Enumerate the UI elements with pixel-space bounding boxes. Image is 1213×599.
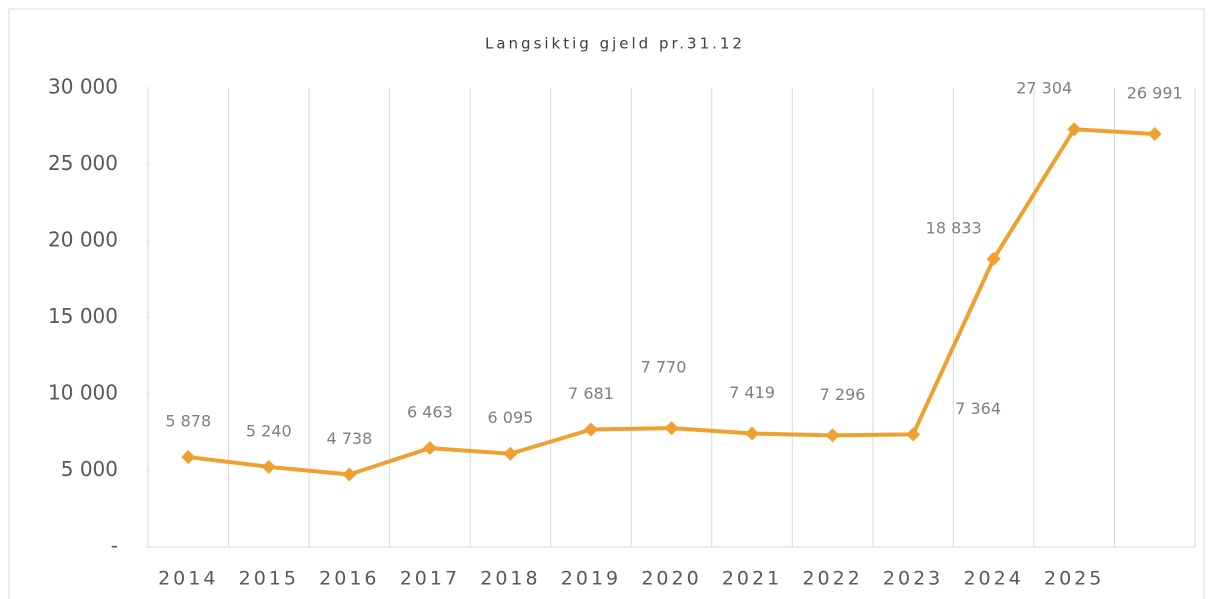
y-tick-label: 20 000 — [48, 228, 118, 252]
marker — [1147, 127, 1162, 142]
x-tick-label: 2024 — [963, 568, 1023, 590]
data-label: 5 878 — [165, 412, 211, 431]
chart-title: Langsiktig gjeld pr.31.12 — [485, 35, 745, 53]
data-label: 7 364 — [955, 399, 1001, 418]
marker — [342, 467, 357, 482]
x-tick-label: 2025 — [1044, 568, 1104, 590]
x-tick-label: 2018 — [480, 568, 540, 590]
y-tick-label: 25 000 — [48, 151, 118, 175]
x-tick-label: 2023 — [883, 568, 943, 590]
data-label: 7 296 — [820, 385, 866, 404]
y-tick-label: 30 000 — [48, 75, 118, 99]
x-tick-label: 2015 — [239, 568, 299, 590]
marker — [1067, 122, 1082, 137]
marker — [986, 251, 1001, 266]
x-tick-label: 2019 — [561, 568, 621, 590]
x-tick-label: 2022 — [802, 568, 862, 590]
marker — [261, 459, 276, 474]
marker — [745, 426, 760, 441]
marker — [422, 441, 437, 456]
data-label: 7 681 — [568, 384, 614, 403]
data-label: 27 304 — [1016, 79, 1072, 98]
data-label: 18 833 — [926, 218, 982, 237]
data-label: 5 240 — [246, 421, 292, 440]
data-label: 7 770 — [641, 358, 687, 377]
marker — [503, 446, 518, 461]
marker — [825, 428, 840, 443]
data-label: 4 738 — [326, 429, 372, 448]
marker — [583, 422, 598, 437]
data-label: 7 419 — [729, 383, 775, 402]
y-tick-label: - — [111, 534, 118, 558]
marker — [906, 427, 921, 442]
x-tick-label: 2017 — [400, 568, 460, 590]
x-tick-label: 2014 — [158, 568, 218, 590]
marker — [664, 421, 679, 436]
data-label: 6 463 — [407, 403, 453, 422]
x-tick-label: 2016 — [319, 568, 379, 590]
data-label: 6 095 — [488, 408, 534, 427]
x-tick-label: 2020 — [641, 568, 701, 590]
data-label: 26 991 — [1127, 84, 1183, 103]
y-tick-label: 10 000 — [48, 381, 118, 405]
chart-frame — [8, 8, 1205, 599]
y-tick-label: 15 000 — [48, 304, 118, 328]
x-tick-label: 2021 — [722, 568, 782, 590]
marker — [181, 450, 196, 465]
y-tick-label: 5 000 — [61, 457, 118, 481]
